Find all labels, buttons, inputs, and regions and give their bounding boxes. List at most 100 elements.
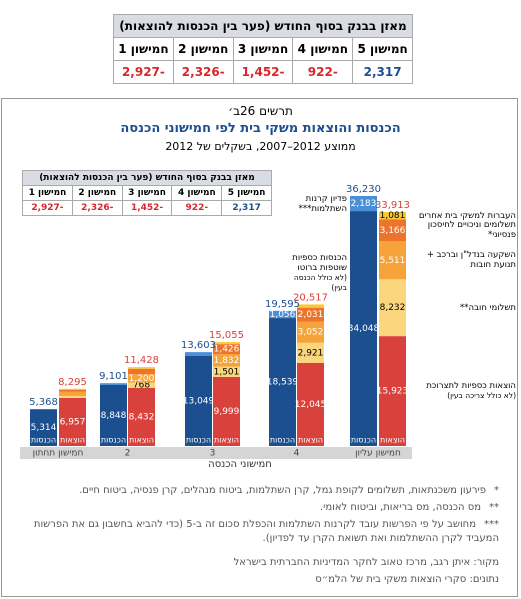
stack-label: הוצאות — [214, 436, 239, 445]
bar-total: 33,913 — [375, 200, 410, 211]
bar-segment — [269, 310, 296, 319]
bar-segment — [59, 391, 86, 396]
segment-label: 2,921 — [298, 348, 324, 358]
bar-segment — [185, 352, 212, 356]
x-axis-title: חמישוני הכנסה — [208, 459, 272, 470]
footnote: ***מחושב על פי הפרשות עובד לקרנות השתלמו… — [19, 518, 499, 546]
segment-label: 2,031 — [298, 310, 324, 320]
legend-entry: הכנסות כספיות שוטפות ברוטו (לא כולל הכנסה… — [279, 253, 347, 293]
bar-segment — [350, 196, 377, 212]
table-row: חמישון 5 חמישון 4 חמישון 3 חמישון 2 חמישון 1 — [22, 185, 272, 201]
segment-label: 34,048 — [348, 324, 380, 334]
bar-total: 15,055 — [209, 330, 244, 341]
balance-value: 2,317 — [352, 60, 413, 84]
footnote-text: פירעון משכנתאות, תשלומים לקופת גמל, קרן … — [79, 485, 486, 496]
legend-entry: פדיון קרנות השתלמות*** — [279, 194, 347, 214]
legend-label: הוצאות כספיות לתצרוכת — [426, 381, 516, 392]
segment-label: 13,049 — [183, 396, 215, 406]
figure-title: הכנסות והוצאות משקי בית לפי חמישוני הכנס… — [120, 121, 401, 136]
bar-segment — [59, 388, 86, 390]
x-tick-label: 2 — [125, 449, 131, 459]
bar-total: 5,368 — [29, 397, 58, 408]
balance-table: מאזן בבנק בסוף החודש (פער בין הכנסות להו… — [113, 14, 413, 84]
column-header: חמישון 5 — [352, 37, 413, 61]
stack-label: הכנסות — [186, 436, 211, 445]
footnote-marker: ** — [489, 502, 499, 513]
segment-label: 6,957 — [60, 417, 86, 427]
segment-label: 5,314 — [31, 423, 57, 433]
stack-label: הוצאות — [60, 436, 85, 445]
bar-total: 13,603 — [181, 340, 216, 351]
bar-segment — [128, 368, 155, 375]
footnote: * פירעון משכנתאות, תשלומים לקופת גמל, קרן… — [19, 484, 499, 498]
column-header: חמישון 3 — [232, 37, 294, 61]
bar-segment — [213, 344, 240, 355]
bar-segment — [128, 382, 155, 388]
figure-label: תרשים 26ב׳ — [228, 104, 293, 118]
bar-total: 20,517 — [293, 292, 328, 303]
segment-label: 1,200 — [129, 374, 155, 384]
bar-segment — [213, 342, 240, 345]
legend-label: השקעה בנדל"ן וברכב + תנועת חובות — [426, 250, 516, 271]
bar-segment — [185, 355, 212, 446]
segment-label: 1,081 — [380, 211, 406, 221]
bar-segment — [30, 409, 57, 446]
bar-segment — [297, 342, 324, 363]
column-header: חמישון 1 — [113, 37, 174, 61]
bar-segment — [379, 212, 406, 220]
footnote: ** מס הכנסה, מס בריאות, וביטוח לאומי. — [19, 501, 499, 515]
legend-note: (לא כולל הכנסה בעין) — [293, 273, 347, 293]
segment-label: 18,539 — [267, 378, 299, 388]
column-header: חמישון 4 — [292, 37, 354, 61]
x-tick-label: 3 — [210, 449, 216, 459]
segment-label: 2,183 — [351, 199, 377, 209]
bar-segment — [269, 318, 296, 446]
segment-label: 8,232 — [380, 303, 406, 313]
bar-segment — [128, 367, 155, 369]
legend-label: הכנסות כספיות שוטפות ברוטו — [292, 253, 347, 274]
bar-segment — [297, 362, 324, 446]
segment-label: 1,426 — [214, 345, 240, 355]
table-row: 2,317 -922 -1,452 -2,326 -2,927 — [22, 200, 272, 216]
axis-band — [20, 447, 412, 459]
segment-label: 15,923 — [377, 387, 409, 397]
stack-label: הכנסות — [351, 436, 376, 445]
footnote-text: מס הכנסה, מס בריאות, וביטוח לאומי. — [319, 502, 481, 513]
segment-label: 3,052 — [298, 328, 324, 338]
bar-segment — [379, 279, 406, 337]
balance-value: 2,317 — [221, 200, 272, 216]
segment-label: 1,056 — [270, 310, 296, 320]
bar-segment — [350, 211, 377, 446]
legend-entry: הוצאות כספיות לתצרוכת (לא כולל צריכה בעין… — [412, 381, 516, 401]
balance-value: -2,927 — [22, 200, 73, 216]
segment-label: 8,848 — [101, 411, 127, 421]
footnote-text: מחושב על פי הפרשות עובד לקרנות השתלמות ו… — [33, 519, 499, 544]
bar-segment — [59, 397, 86, 446]
source-line: נתונים: סקרי הוצאות משקי בית של הלמ״ס — [315, 574, 499, 585]
x-tick-label: 4 — [294, 449, 300, 459]
bar-segment — [297, 321, 324, 343]
table-row: חמישון 5 חמישון 4 חמישון 3 חמישון 2 חמישון 1 — [113, 37, 413, 61]
balance-value: -2,326 — [71, 200, 123, 216]
bar-segment — [297, 304, 324, 308]
stack-label: הכנסות — [31, 436, 56, 445]
source-line: מקור: איתן רגב, מרכז טאוב לחקר המדיניות … — [233, 557, 499, 568]
balance-value: -1,452 — [121, 200, 173, 216]
table-title: מאזן בבנק בסוף החודש (פער בין הכנסות להו… — [22, 170, 272, 186]
footnote-marker: * — [494, 485, 499, 496]
legend-label: פדיון קרנות השתלמות*** — [298, 193, 347, 214]
footnote-marker: *** — [484, 519, 499, 530]
legend-note: (לא כולל צריכה בעין) — [447, 391, 516, 401]
bar-segment — [213, 366, 240, 378]
segment-label: 9,999 — [214, 407, 240, 417]
table-row: מאזן בבנק בסוף החודש (פער בין הכנסות להו… — [22, 170, 272, 186]
stack-label: הוצאות — [298, 436, 323, 445]
balance-value: -2,927 — [113, 60, 174, 84]
figure-subtitle: ממוצע 2012–2007, בשקלים של 2012 — [165, 140, 356, 153]
bar-segment — [100, 383, 127, 385]
bar-segment — [297, 307, 324, 322]
balance-table: מאזן בבנק בסוף החודש (פער בין הכנסות להו… — [22, 170, 272, 216]
bar-segment — [213, 354, 240, 367]
